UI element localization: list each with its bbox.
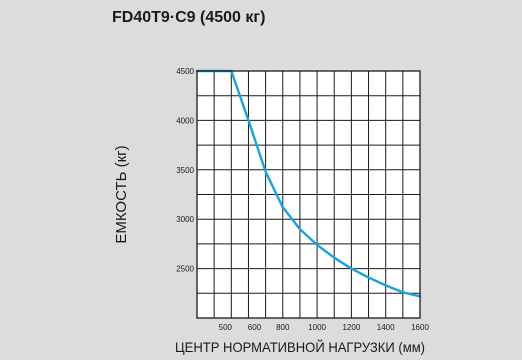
y-tick-labels: 4500 4000 3500 3000 2500 xyxy=(176,67,194,274)
series-group xyxy=(195,69,422,298)
x-tick-label: 1000 xyxy=(308,323,326,332)
x-tick-label: 800 xyxy=(276,323,290,332)
x-axis-label: ЦЕНТР НОРМАТИВНОЙ НАГРУЗКИ (мм) xyxy=(175,338,425,355)
grid-lines xyxy=(197,71,420,318)
x-tick-labels: 500 600 800 1000 1200 1400 1600 xyxy=(219,323,430,332)
capacity-curve xyxy=(195,69,422,298)
x-tick-label: 500 xyxy=(219,323,233,332)
y-axis-label: ЕМКОСТЬ (кг) xyxy=(113,145,130,243)
y-tick-label: 3000 xyxy=(176,215,194,224)
x-tick-label: 1400 xyxy=(377,323,395,332)
x-tick-label: 1600 xyxy=(411,323,429,332)
x-tick-label: 600 xyxy=(248,323,262,332)
y-tick-label: 3500 xyxy=(176,166,194,175)
x-tick-label: 1200 xyxy=(342,323,360,332)
plot-frame xyxy=(196,70,421,319)
chart-title: FD40T9·C9 (4500 кг) xyxy=(112,9,266,26)
y-tick-label: 4500 xyxy=(176,67,194,76)
y-tick-label: 2500 xyxy=(176,265,194,274)
y-tick-label: 4000 xyxy=(176,116,194,125)
